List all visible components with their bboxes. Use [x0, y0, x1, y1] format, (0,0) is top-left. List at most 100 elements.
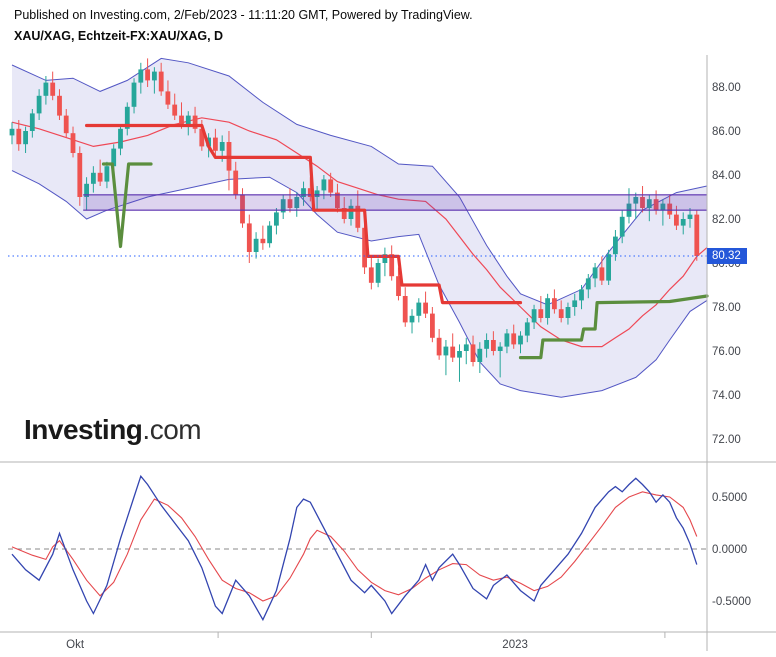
price-axis-label: 76.00 [712, 346, 741, 358]
candle-body [172, 104, 178, 116]
candle-body [389, 254, 395, 277]
candle-body [307, 188, 313, 197]
candle-body [246, 223, 252, 252]
candle-body [355, 205, 361, 228]
candle-body [599, 267, 605, 281]
candle-body [565, 307, 571, 318]
candle-body [280, 199, 286, 213]
candle-body [118, 128, 123, 149]
candle-body [158, 71, 164, 92]
time-axis-label: 2023 [502, 639, 528, 651]
price-axis-label: 78.00 [712, 302, 741, 314]
candle-body [640, 197, 645, 208]
candle-body [294, 197, 300, 208]
candle-body [504, 333, 510, 347]
bollinger-lower-line [11, 170, 708, 398]
candle-body [443, 346, 449, 356]
candle-body [538, 309, 544, 318]
candle-body [267, 225, 272, 244]
candle-body [470, 344, 476, 362]
candle-body [348, 205, 354, 219]
candles-layer [9, 58, 700, 382]
candle-body [368, 267, 374, 283]
candle-body [477, 348, 483, 362]
time-axis[interactable]: Okt 2023 [66, 632, 666, 651]
candle-body [9, 128, 15, 136]
candle-body [145, 69, 150, 81]
candle-body [185, 115, 191, 125]
price-axis[interactable]: 88.0086.0084.0082.0080.0078.0076.0074.00… [712, 82, 741, 446]
candle-body [687, 214, 693, 219]
candle-body [321, 179, 327, 191]
candle-body [253, 238, 259, 252]
candle-body [375, 263, 381, 283]
candle-body [335, 192, 340, 208]
candle-body [29, 113, 35, 131]
candle-body [585, 278, 591, 290]
candle-body [84, 183, 89, 197]
candle-body [606, 254, 611, 281]
candle-body [287, 199, 293, 208]
candle-body [23, 131, 28, 145]
candle-body [314, 190, 320, 197]
candle-body [382, 254, 388, 263]
price-axis-label: 86.00 [712, 126, 741, 138]
candle-body [436, 337, 442, 356]
candle-body [457, 351, 462, 358]
candle-body [484, 340, 489, 349]
candle-body [491, 340, 496, 351]
candle-body [409, 315, 415, 323]
candle-body [531, 309, 537, 323]
oscillator-axis-label: 0.5000 [712, 492, 747, 504]
candle-body [558, 309, 564, 318]
candle-body [524, 322, 530, 336]
candle-body [423, 302, 428, 314]
oscillator-axis-label: -0.5000 [712, 596, 751, 608]
candle-body [50, 82, 56, 96]
investing-logo: Investing.com [24, 414, 202, 446]
candle-body [660, 203, 666, 211]
candle-body [63, 115, 69, 134]
oscillator-axis-label: 0.0000 [712, 544, 747, 556]
candle-body [341, 208, 347, 219]
candle-body [43, 82, 49, 96]
candle-body [497, 346, 503, 351]
candle-body [518, 335, 523, 345]
oscillator-axis[interactable]: 0.5000 0.0000 -0.5000 [712, 492, 751, 608]
candle-body [511, 333, 517, 345]
investing-logo-bold: Investing [24, 414, 143, 445]
price-axis-label: 74.00 [712, 390, 741, 402]
candle-body [667, 203, 673, 215]
price-axis-label: 82.00 [712, 214, 741, 226]
candle-body [619, 216, 625, 237]
price-axis-label: 84.00 [712, 170, 741, 182]
candle-body [124, 106, 130, 129]
candle-body [91, 172, 96, 184]
last-price-badge: 80.32 [707, 248, 747, 264]
candle-body [36, 95, 42, 114]
time-axis-label: Okt [66, 639, 85, 651]
candle-body [199, 128, 205, 147]
candle-body [179, 115, 184, 125]
candle-body [131, 82, 137, 107]
candle-body [463, 344, 469, 351]
investing-logo-suffix: .com [142, 414, 202, 445]
horizontal-channel [83, 194, 707, 211]
candle-body [545, 298, 550, 318]
candle-body [97, 172, 103, 182]
candle-body [233, 170, 239, 195]
candle-body [396, 276, 401, 296]
candle-body [653, 199, 659, 211]
oscillator-main-line [11, 474, 698, 622]
candle-body [646, 199, 652, 208]
candle-body [192, 115, 198, 129]
candle-body [70, 133, 76, 153]
bullish-stop-line [101, 162, 153, 249]
candle-body [572, 300, 578, 307]
candle-body [430, 313, 435, 338]
candle-body [165, 91, 171, 105]
candle-body [260, 238, 266, 244]
candle-body [592, 267, 598, 279]
candle-body [633, 197, 639, 204]
